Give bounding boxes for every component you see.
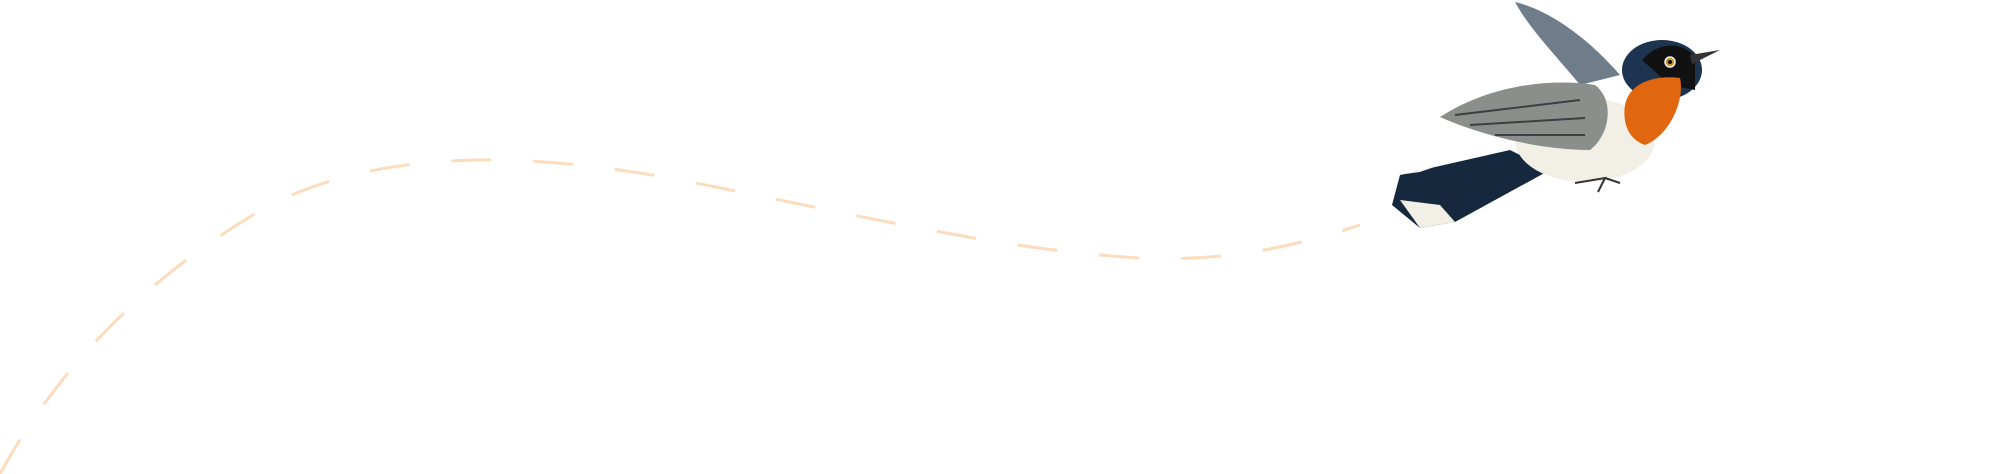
dashed-flight-path [0, 158, 1361, 474]
bird-icon [1392, 2, 1720, 228]
